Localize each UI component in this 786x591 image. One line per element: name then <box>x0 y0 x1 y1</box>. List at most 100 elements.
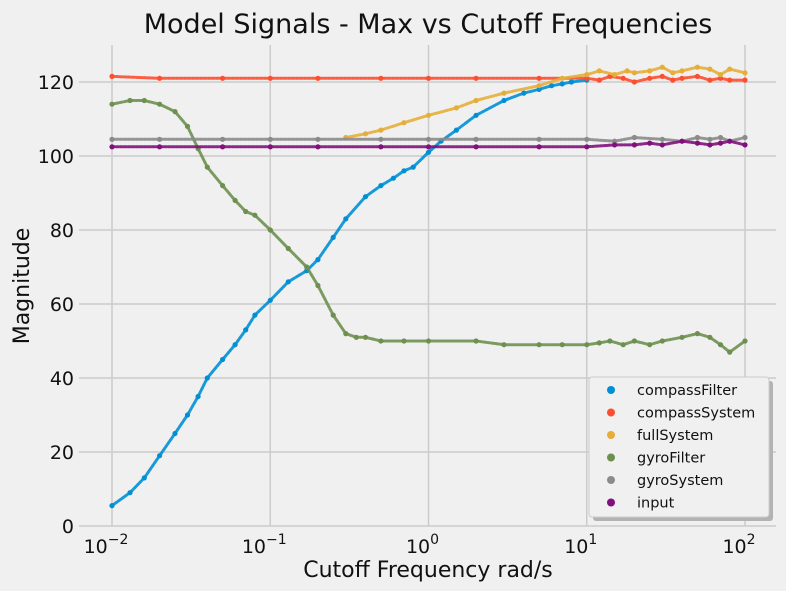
data-point <box>285 279 291 285</box>
data-point <box>330 234 336 240</box>
data-point <box>620 75 626 81</box>
data-point <box>717 72 724 78</box>
data-point <box>109 73 115 79</box>
data-point <box>232 342 238 348</box>
data-point <box>742 338 748 344</box>
data-point <box>473 338 479 344</box>
data-point <box>694 140 701 146</box>
data-point <box>252 312 258 318</box>
data-point <box>141 475 147 481</box>
data-point <box>195 393 201 400</box>
data-point <box>647 342 653 348</box>
data-point <box>473 136 479 142</box>
data-point <box>717 140 724 146</box>
data-point <box>473 144 479 150</box>
data-point <box>584 144 590 150</box>
plot-series <box>109 64 748 509</box>
x-tick-label: 100 <box>406 532 439 558</box>
data-point <box>501 97 507 104</box>
chart-title: Model Signals - Max vs Cutoff Frequencie… <box>144 9 713 40</box>
data-point <box>612 138 618 144</box>
data-point <box>401 168 407 174</box>
data-point <box>378 183 384 189</box>
data-point <box>232 197 238 203</box>
data-point <box>612 72 618 78</box>
grid <box>79 45 776 527</box>
data-point <box>742 77 748 83</box>
data-point <box>109 503 115 509</box>
y-tick-label: 60 <box>50 294 74 316</box>
data-point <box>659 338 665 344</box>
x-tick-exponent: 2 <box>747 532 756 548</box>
data-point <box>501 90 507 96</box>
data-point <box>536 144 542 150</box>
data-point <box>172 430 178 437</box>
data-point <box>607 338 613 344</box>
data-point <box>204 164 210 170</box>
data-point <box>631 142 638 148</box>
x-tick-base: 10 <box>564 536 588 558</box>
data-point <box>694 73 701 79</box>
y-tick-label: 100 <box>38 146 74 168</box>
x-tick-label: 101 <box>564 532 597 558</box>
data-point <box>109 136 115 142</box>
data-point <box>521 90 527 96</box>
data-point <box>647 140 653 146</box>
data-point <box>220 75 226 81</box>
data-point <box>473 112 479 118</box>
data-point <box>659 142 665 148</box>
data-point <box>410 164 416 170</box>
data-point <box>425 112 432 118</box>
legend-label: gyroFilter <box>637 451 705 467</box>
data-point <box>425 338 432 344</box>
y-tick-label: 0 <box>62 516 74 538</box>
x-tick-base: 10 <box>406 536 430 558</box>
data-point <box>536 342 542 348</box>
data-point <box>536 83 542 89</box>
data-point <box>717 134 724 141</box>
data-point <box>631 79 638 85</box>
legend-marker <box>607 431 615 439</box>
data-point <box>742 142 748 148</box>
data-point <box>596 340 602 346</box>
data-point <box>267 227 273 233</box>
data-point <box>243 208 249 215</box>
data-point <box>378 338 384 344</box>
data-point <box>109 144 115 150</box>
data-point <box>141 97 147 104</box>
data-point <box>220 136 226 142</box>
data-point <box>184 412 191 418</box>
data-point <box>157 453 163 459</box>
data-point <box>679 334 685 340</box>
series-line <box>110 78 589 508</box>
data-point <box>378 127 384 133</box>
data-point <box>559 81 565 87</box>
data-point <box>362 194 369 200</box>
data-point <box>727 66 733 72</box>
x-tick-label: 102 <box>722 532 755 558</box>
data-point <box>694 134 701 141</box>
data-point <box>707 334 713 340</box>
data-point <box>584 136 590 142</box>
x-tick-base: 10 <box>722 536 746 558</box>
x-tick-exponent: 1 <box>588 532 597 548</box>
data-point <box>204 375 210 381</box>
legend: compassFilter compassSystem fullSystem gyro… <box>588 376 773 521</box>
data-point <box>679 138 685 144</box>
data-point <box>378 144 384 150</box>
data-point <box>401 120 407 126</box>
data-point <box>596 68 602 74</box>
data-point <box>707 142 713 148</box>
x-tick-label: 10−1 <box>242 532 287 558</box>
data-point <box>659 64 665 70</box>
legend-box <box>588 376 770 518</box>
data-point <box>362 131 369 137</box>
legend-marker <box>607 453 615 462</box>
legend-label: gyroSystem <box>637 473 723 489</box>
data-point <box>315 136 321 142</box>
data-point <box>631 338 638 344</box>
data-point <box>717 75 724 81</box>
data-point <box>679 68 685 74</box>
data-point <box>584 72 590 78</box>
